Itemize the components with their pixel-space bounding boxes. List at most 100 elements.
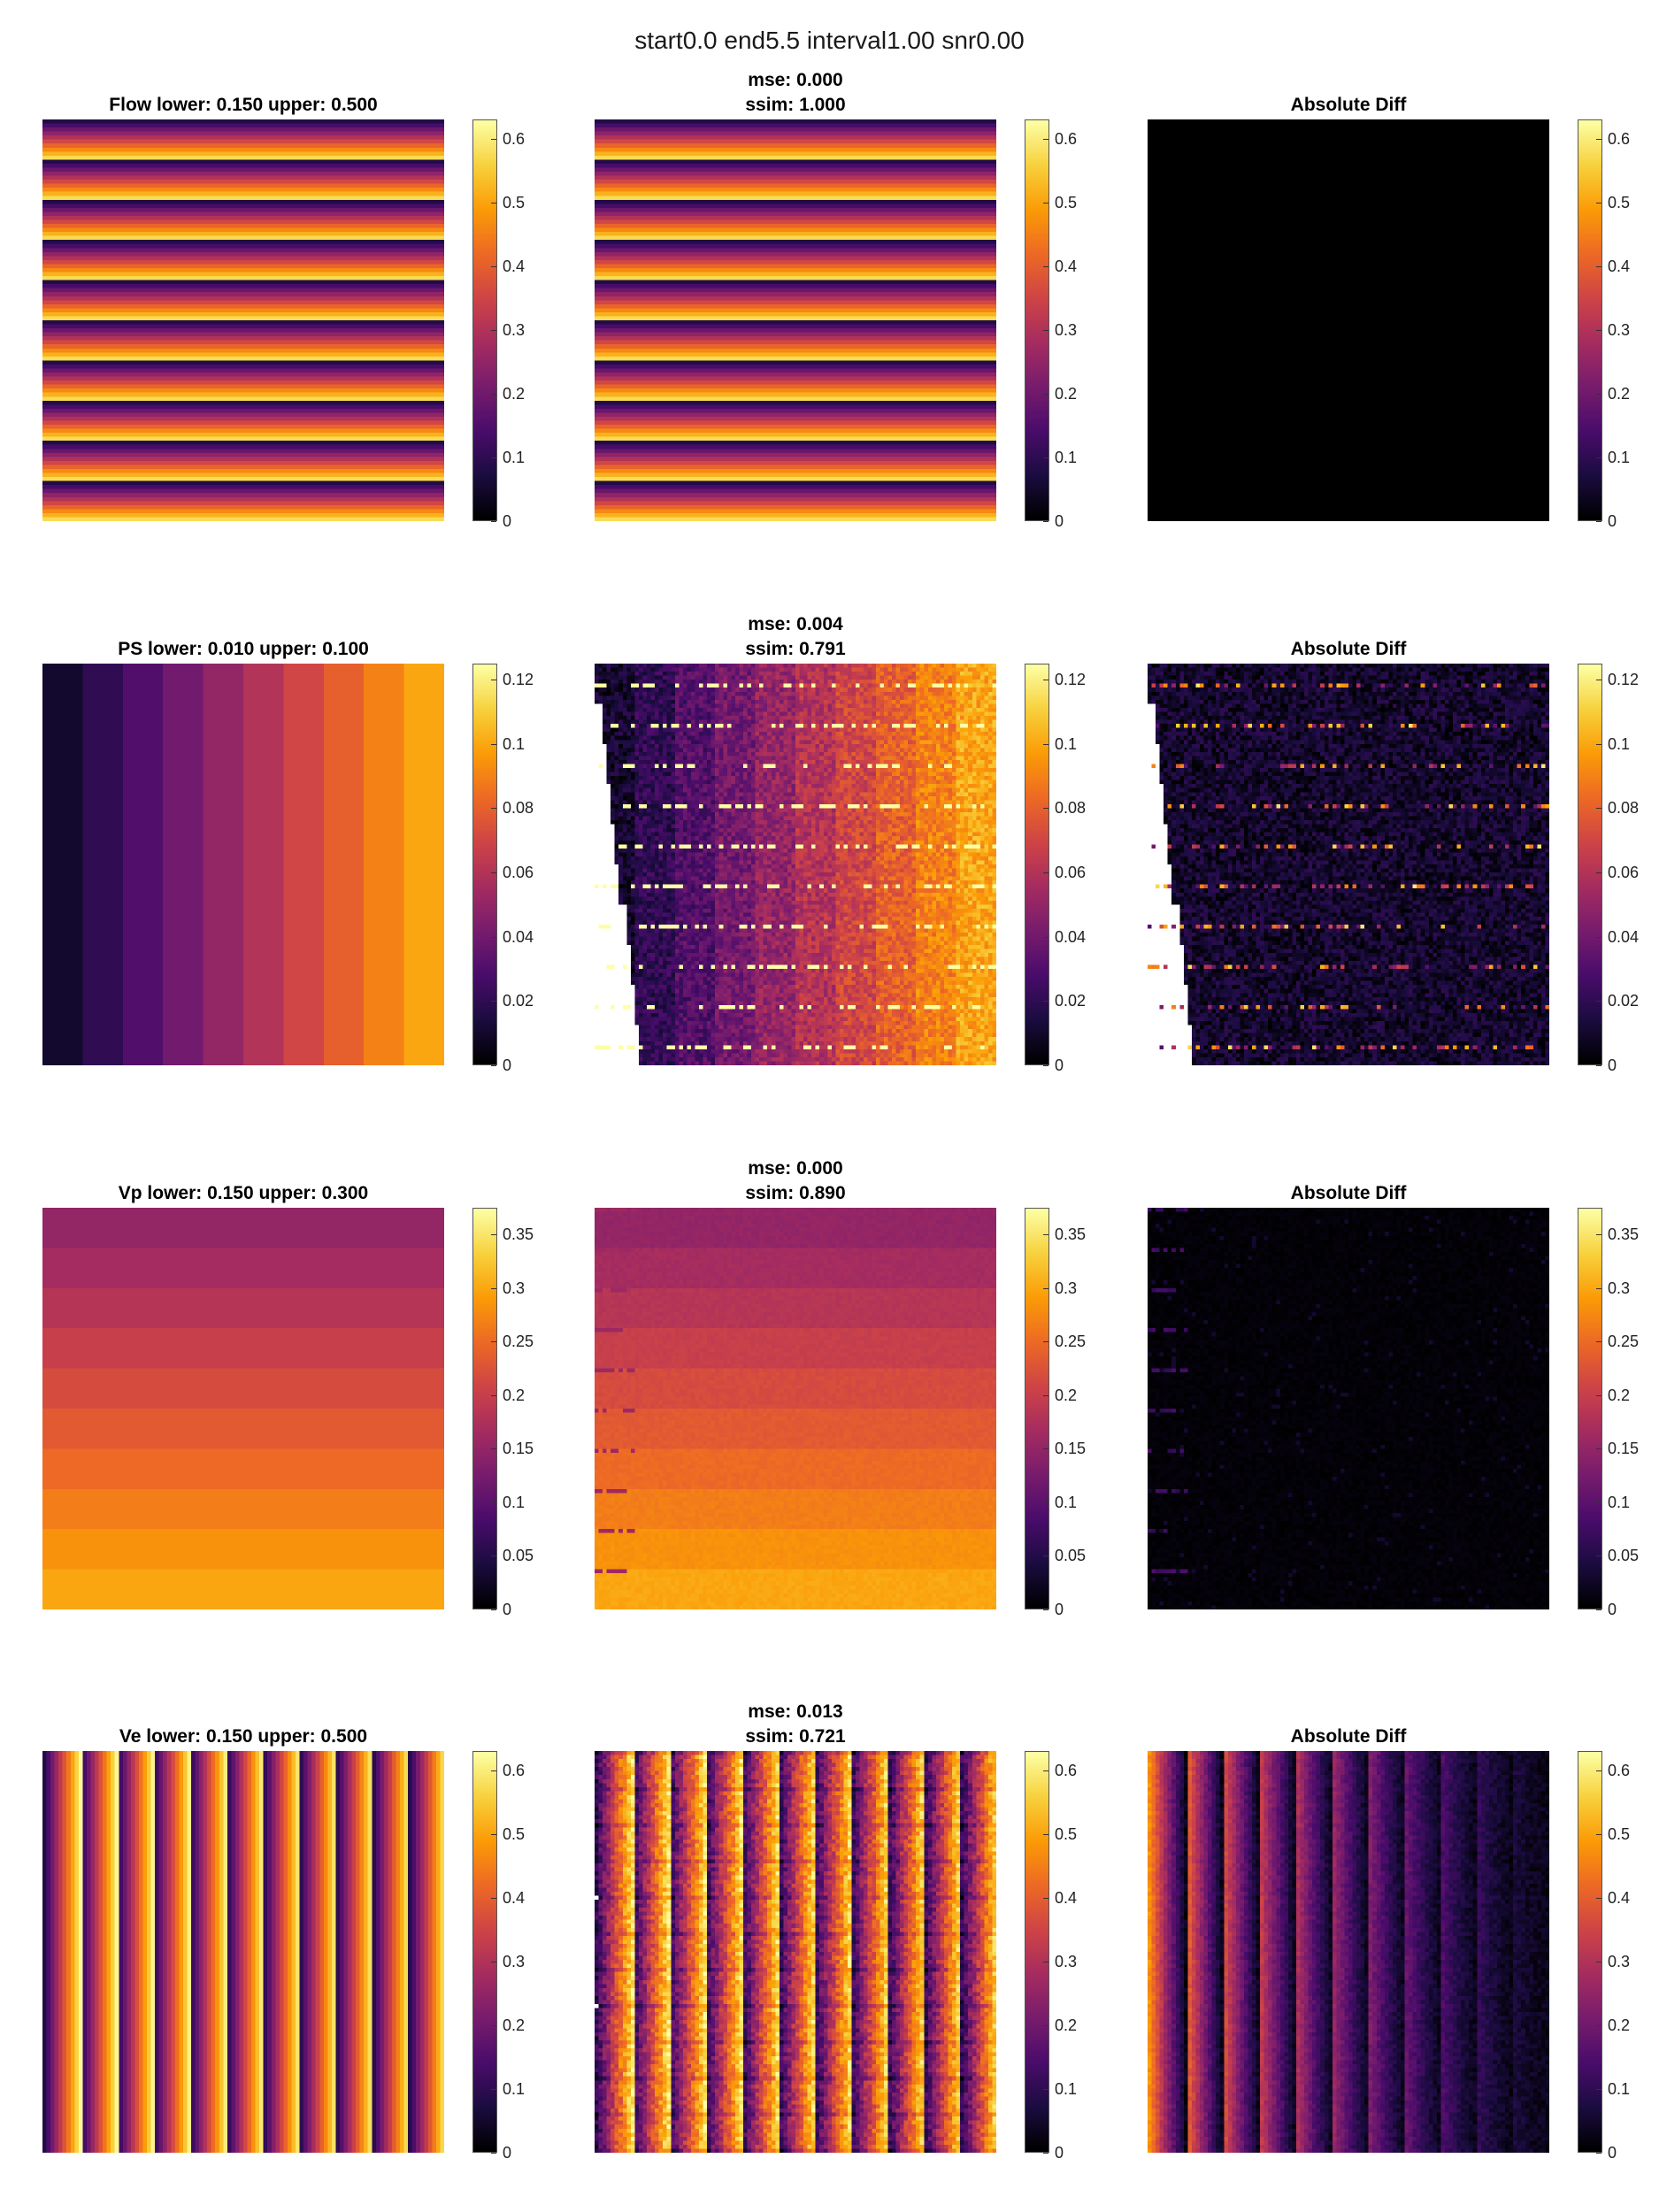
colorbar-tick-mark — [491, 265, 496, 267]
colorbar-tick-label: 0.3 — [1608, 320, 1631, 339]
colorbar-tick-mark — [1043, 743, 1048, 745]
colorbar-tick-mark — [491, 521, 496, 522]
panel-title: Absolute Diff — [1290, 1183, 1407, 1203]
colorbar-tick-label: 0.2 — [1055, 2016, 1078, 2034]
colorbar-tick-label: 0.6 — [1055, 129, 1078, 148]
colorbar-tick-label: 0 — [1608, 2144, 1617, 2162]
colorbar-tick-mark — [491, 1502, 496, 1503]
colorbar-tick-label: 0.2 — [1055, 384, 1078, 403]
colorbar — [472, 119, 497, 521]
colorbar-tick-label: 0 — [503, 1601, 512, 1618]
colorbar-tick-label: 0.3 — [1055, 1279, 1078, 1297]
colorbar-tick-mark — [491, 1001, 496, 1002]
colorbar-tick-label: 0.12 — [1608, 671, 1640, 689]
colorbar-tick-mark — [1596, 393, 1601, 395]
colorbar-tick-mark — [1043, 457, 1048, 458]
colorbar-tick-mark — [1596, 1770, 1601, 1771]
colorbar-tick-label: 0.2 — [1608, 2016, 1631, 2034]
colorbar-tick-mark — [1596, 2024, 1601, 2026]
colorbar-tick-mark — [1043, 1394, 1048, 1396]
colorbar-tick-label: 0.04 — [1055, 927, 1087, 946]
colorbar-tick-label: 0.1 — [1055, 1493, 1078, 1511]
colorbar-tick-label: 0.5 — [1608, 193, 1631, 211]
colorbar-tick-label: 0.4 — [1608, 257, 1631, 275]
colorbar-tick-mark — [1043, 521, 1048, 522]
colorbar-tick-mark — [1043, 1448, 1048, 1450]
heatmap-image — [42, 664, 444, 1065]
colorbar-tick-mark — [1043, 1234, 1048, 1236]
heatmap-image — [1148, 1208, 1549, 1609]
colorbar-tick-label: 0.2 — [1608, 384, 1631, 403]
colorbar-tick-mark — [491, 393, 496, 395]
colorbar-tick-label: 0.1 — [503, 2079, 526, 2098]
colorbar-tick-mark — [1596, 457, 1601, 458]
colorbar-tick-label: 0.25 — [1055, 1333, 1087, 1351]
colorbar-tick-label: 0.4 — [503, 257, 526, 275]
colorbar-tick-mark — [1596, 202, 1601, 204]
colorbar-tick-label: 0.04 — [1608, 927, 1640, 946]
colorbar — [1025, 1751, 1049, 2153]
colorbar-tick-label: 0 — [1608, 1601, 1617, 1618]
colorbar-tick-mark — [491, 1448, 496, 1450]
panel-title: Absolute Diff — [1290, 639, 1407, 659]
colorbar-tick-mark — [491, 1341, 496, 1343]
colorbar-tick-mark — [1596, 872, 1601, 874]
colorbar-tick-label: 0.04 — [503, 927, 534, 946]
colorbar-tick-mark — [491, 1555, 496, 1557]
colorbar-tick-mark — [1596, 2088, 1601, 2090]
colorbar-tick-label: 0.05 — [1608, 1547, 1640, 1565]
colorbar-tick-label: 0.12 — [1055, 671, 1087, 689]
colorbar-tick-label: 0.5 — [503, 193, 526, 211]
colorbar-tick-label: 0.08 — [503, 799, 534, 818]
colorbar-tick-label: 0.4 — [503, 1888, 526, 1907]
colorbar-tick-mark — [1043, 1001, 1048, 1002]
colorbar-tick-label: 0 — [503, 512, 512, 530]
colorbar-tick-label: 0.2 — [503, 2016, 526, 2034]
panel-title: mse: 0.000 ssim: 1.000 — [595, 68, 996, 118]
colorbar-tick-label: 0.25 — [1608, 1333, 1640, 1351]
colorbar-tick-label: 0.4 — [1055, 1888, 1078, 1907]
ssim-label: ssim: 0.890 — [745, 1183, 846, 1203]
colorbar-tick-mark — [1043, 1897, 1048, 1899]
heatmap-image — [42, 119, 444, 521]
colorbar — [1578, 119, 1602, 521]
mse-label: mse: 0.013 — [748, 1701, 843, 1722]
colorbar-tick-label: 0.6 — [1608, 129, 1631, 148]
colorbar-tick-mark — [1043, 138, 1048, 140]
colorbar-tick-mark — [1596, 1287, 1601, 1289]
mse-label: mse: 0.000 — [748, 1158, 843, 1179]
colorbar-tick-label: 0.4 — [1608, 1888, 1631, 1907]
colorbar-tick-label: 0 — [1055, 2144, 1064, 2162]
ssim-label: ssim: 0.721 — [745, 1726, 846, 1747]
colorbar-tick-mark — [491, 457, 496, 458]
colorbar-tick-mark — [491, 743, 496, 745]
colorbar-tick-label: 0.3 — [503, 1279, 526, 1297]
colorbar-tick-mark — [1043, 808, 1048, 810]
heatmap-image — [1148, 1751, 1549, 2153]
colorbar-tick-mark — [1596, 936, 1601, 938]
colorbar-tick-label: 0.1 — [503, 1493, 526, 1511]
colorbar-tick-label: 0.08 — [1055, 799, 1087, 818]
panel-title: Absolute Diff — [1290, 95, 1407, 115]
colorbar-tick-mark — [491, 1287, 496, 1289]
colorbar — [1025, 664, 1049, 1065]
colorbar-tick-label: 0.4 — [1055, 257, 1078, 275]
colorbar-tick-mark — [491, 872, 496, 874]
colorbar-tick-mark — [491, 138, 496, 140]
colorbar-tick-label: 0.12 — [503, 671, 534, 689]
colorbar-tick-mark — [491, 936, 496, 938]
colorbar — [1025, 119, 1049, 521]
colorbar-tick-label: 0.35 — [1608, 1225, 1640, 1244]
colorbar-tick-mark — [1043, 265, 1048, 267]
colorbar-tick-mark — [1043, 1609, 1048, 1610]
colorbar — [1025, 1208, 1049, 1609]
colorbar-tick-label: 0.08 — [1608, 799, 1640, 818]
heatmap-image — [1148, 664, 1549, 1065]
colorbar-tick-label: 0.15 — [503, 1440, 534, 1458]
colorbar-tick-label: 0.2 — [1608, 1386, 1631, 1404]
colorbar-tick-label: 0.5 — [503, 1824, 526, 1843]
colorbar-tick-mark — [491, 2024, 496, 2026]
colorbar-tick-label: 0.25 — [503, 1333, 534, 1351]
colorbar-tick-mark — [1043, 872, 1048, 874]
